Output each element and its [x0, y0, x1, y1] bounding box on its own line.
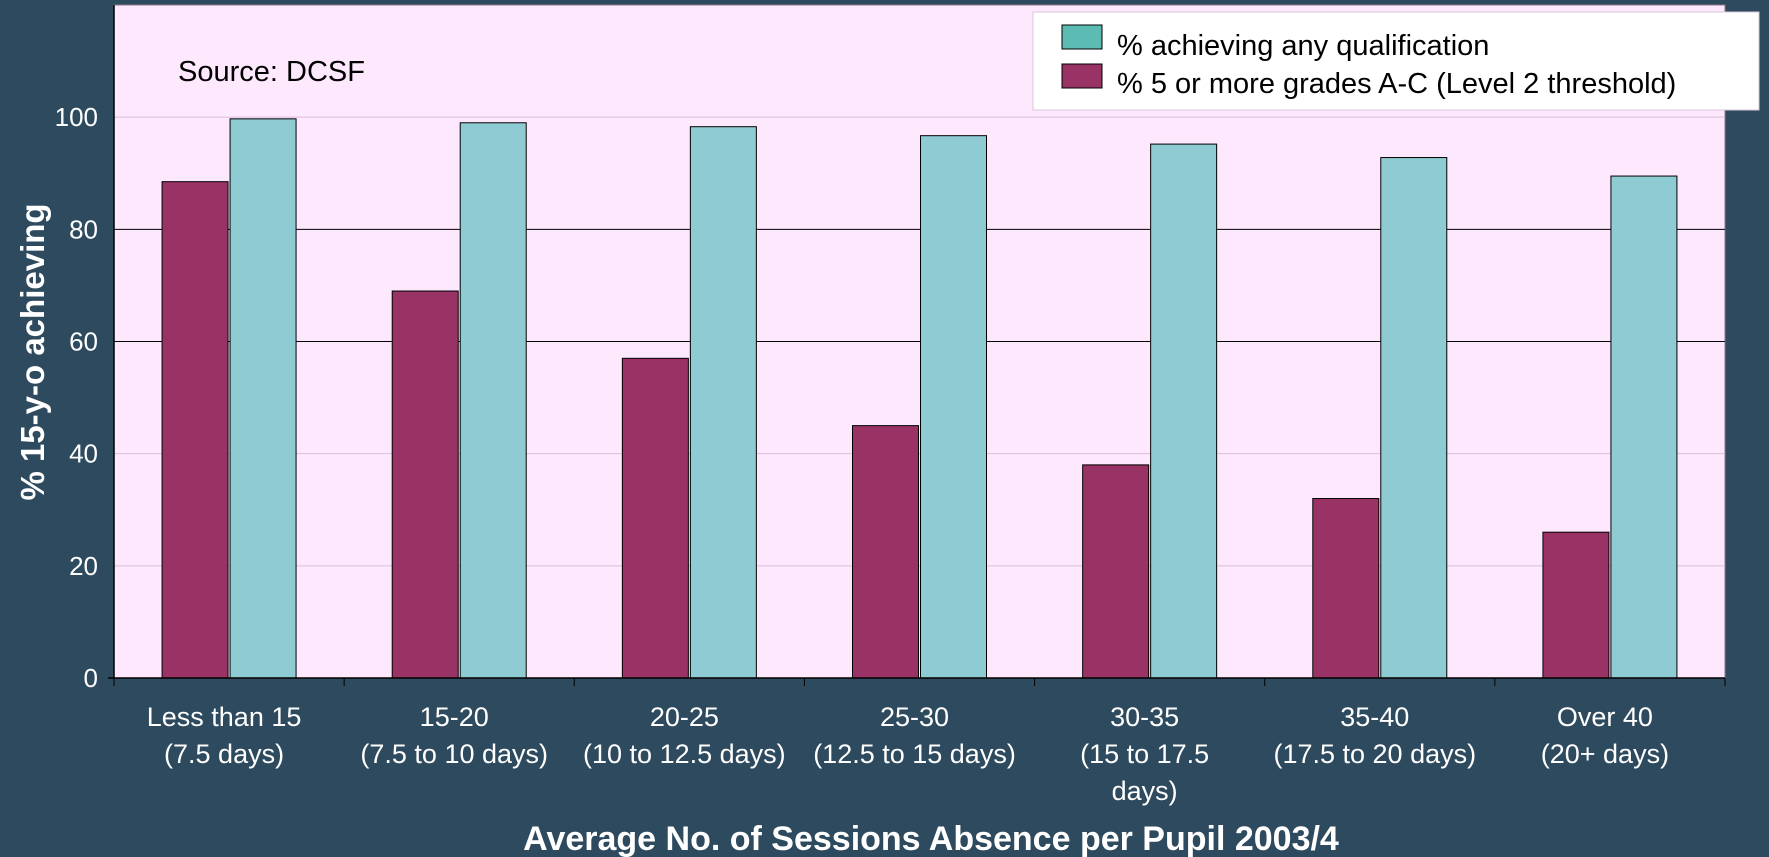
y-axis-title: % 15-y-o achieving — [14, 203, 51, 500]
legend-swatch-level-2 — [1061, 63, 1103, 89]
y-tick-label: 0 — [84, 663, 98, 693]
axes — [108, 5, 1726, 686]
y-tick-labels: 0 20 40 60 80 100 — [55, 102, 98, 693]
bar-any-qualification — [459, 122, 527, 679]
x-category-label: 30-35 (15 to 17.5 days) — [1080, 702, 1209, 806]
bar-level-2 — [161, 181, 229, 679]
y-tick-label: 100 — [55, 102, 98, 132]
y-tick-label: 80 — [69, 214, 98, 244]
source-annotation: Source: DCSF — [178, 56, 365, 88]
bar-level-2 — [391, 290, 459, 679]
legend-box — [1032, 11, 1760, 111]
legend: % achieving any qualification % 5 or mor… — [1032, 11, 1760, 111]
bar-any-qualification — [689, 126, 757, 679]
bar-any-qualification — [920, 135, 987, 679]
bar-level-2 — [621, 357, 689, 679]
bar-any-qualification — [1380, 157, 1448, 679]
x-category-label: 35-40 (17.5 to 20 days) — [1273, 702, 1476, 769]
legend-label-level-2: % 5 or more grades A-C (Level 2 threshol… — [1117, 68, 1676, 100]
x-category-label: 20-25 (10 to 12.5 days) — [583, 702, 786, 769]
bar-level-2 — [1312, 498, 1380, 679]
bar-level-2 — [1542, 531, 1610, 679]
x-axis-title: Average No. of Sessions Absence per Pupi… — [523, 820, 1339, 857]
bars — [161, 118, 1678, 679]
legend-label-any-qualification: % achieving any qualification — [1117, 30, 1489, 62]
bar-level-2 — [852, 425, 919, 679]
x-category-label: Less than 15 (7.5 days) — [147, 702, 302, 769]
y-tick-label: 40 — [69, 439, 98, 469]
legend-swatch-any-qualification — [1061, 24, 1103, 50]
y-tick-label: 60 — [69, 327, 98, 357]
x-category-label: Over 40 (20+ days) — [1541, 702, 1669, 769]
y-tick-label: 20 — [69, 551, 98, 581]
bar-any-qualification — [1150, 143, 1218, 679]
x-category-label: 25-30 (12.5 to 15 days) — [813, 702, 1016, 769]
x-category-labels: Less than 15 (7.5 days) 15-20 (7.5 to 10 da… — [147, 702, 1669, 806]
bar-any-qualification — [229, 118, 297, 679]
bar-any-qualification — [1610, 175, 1678, 679]
x-category-label: 15-20 (7.5 to 10 days) — [360, 702, 548, 769]
bar-level-2 — [1082, 464, 1150, 679]
gridlines — [114, 116, 1725, 567]
